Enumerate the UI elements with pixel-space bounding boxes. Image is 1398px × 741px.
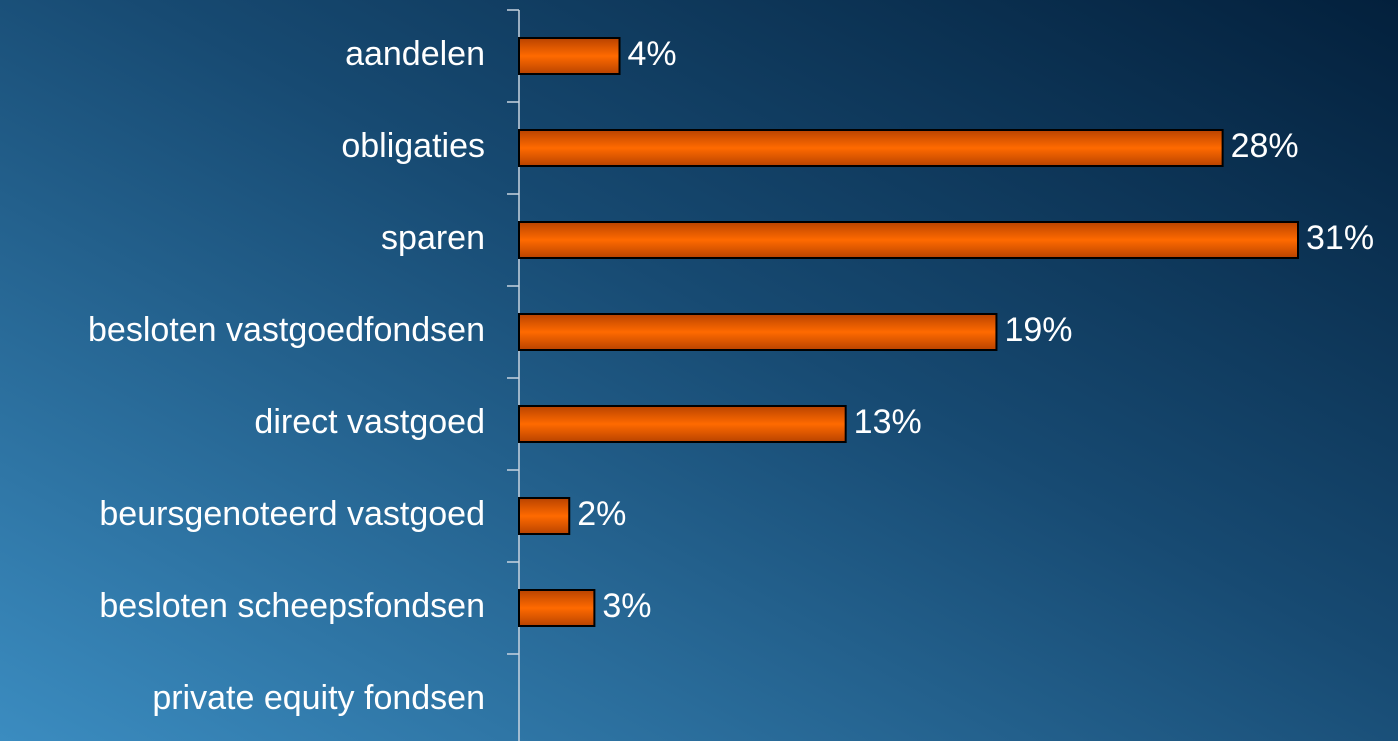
bar bbox=[518, 129, 1224, 167]
category-label: beursgenoteerd vastgoed bbox=[99, 495, 485, 533]
value-label: 13% bbox=[854, 403, 922, 441]
value-label: 31% bbox=[1306, 219, 1374, 257]
value-label: 28% bbox=[1231, 127, 1299, 165]
value-label: 19% bbox=[1004, 311, 1072, 349]
category-label: besloten scheepsfondsen bbox=[99, 587, 485, 625]
category-label: besloten vastgoedfondsen bbox=[88, 311, 485, 349]
category-label: direct vastgoed bbox=[254, 403, 485, 441]
bar bbox=[518, 405, 847, 443]
category-label: private equity fondsen bbox=[152, 679, 485, 717]
bar bbox=[518, 497, 571, 535]
bar bbox=[518, 221, 1299, 259]
bar bbox=[518, 313, 998, 351]
category-label: sparen bbox=[381, 219, 485, 257]
value-label: 4% bbox=[628, 35, 677, 73]
bar bbox=[518, 37, 621, 75]
value-label: 2% bbox=[577, 495, 626, 533]
bar bbox=[518, 589, 596, 627]
category-label: aandelen bbox=[345, 35, 485, 73]
value-label: 3% bbox=[602, 587, 651, 625]
category-label: obligaties bbox=[341, 127, 485, 165]
